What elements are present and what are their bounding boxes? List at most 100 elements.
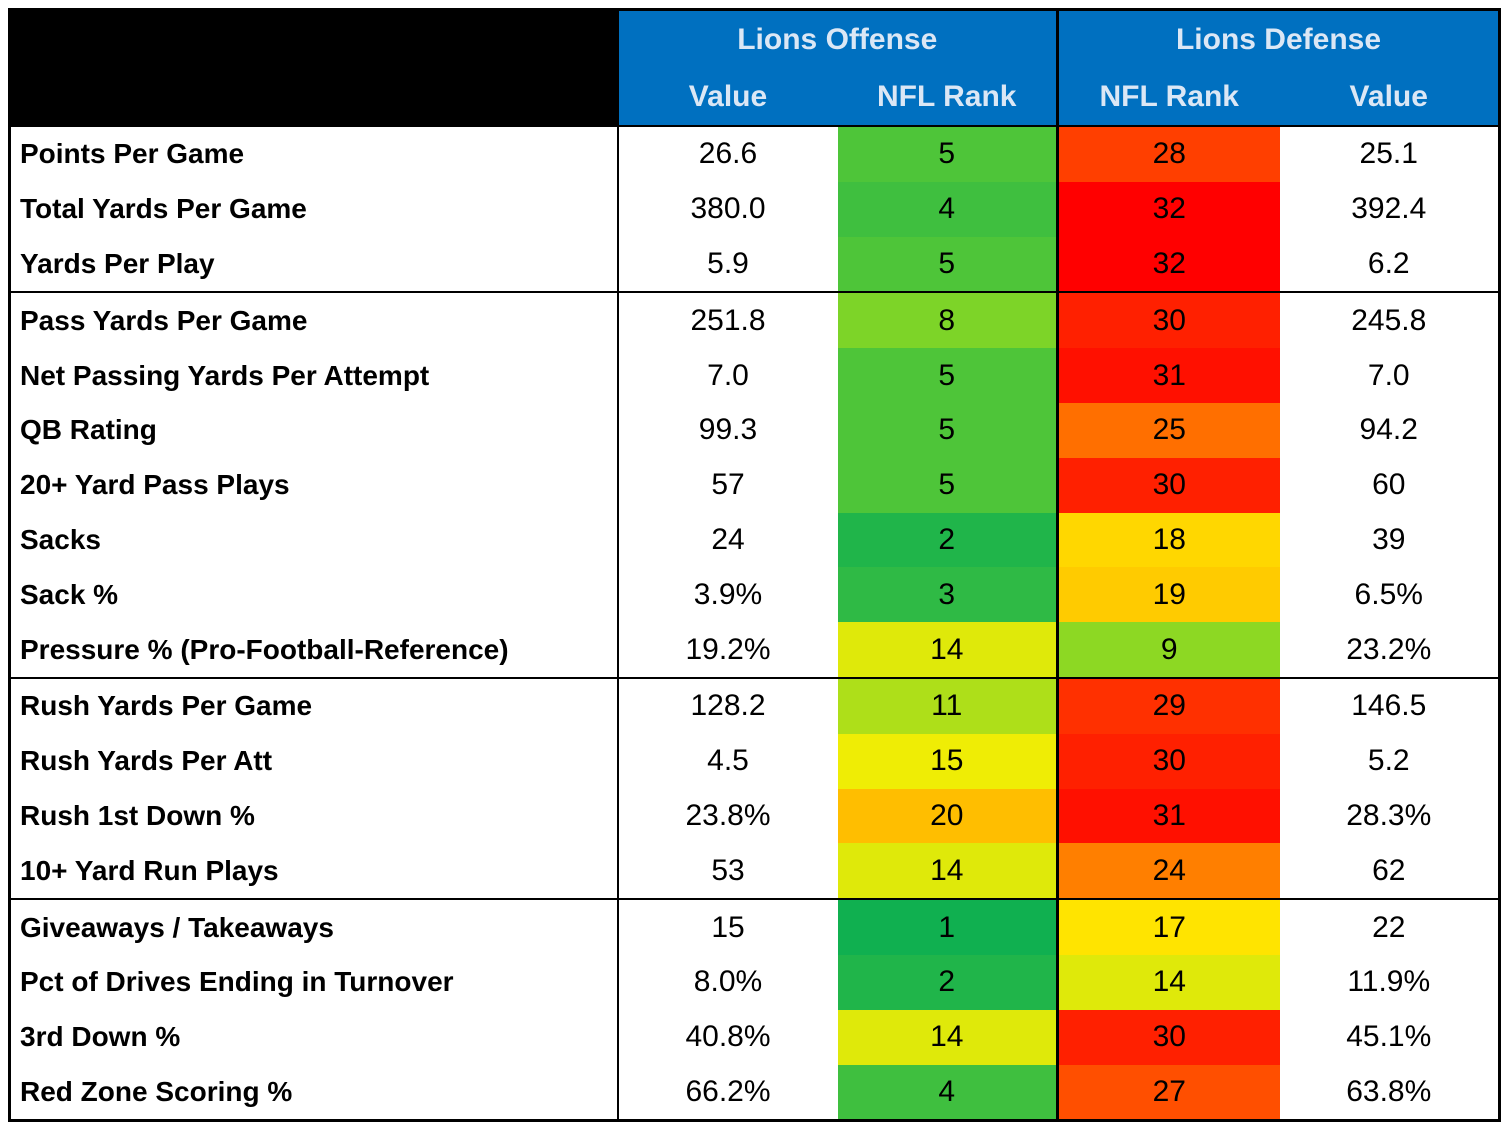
- value-cell: 26.6: [617, 125, 838, 182]
- value-cell: 19.2%: [685, 632, 771, 666]
- value-cell: 6.5%: [1354, 577, 1423, 611]
- row-label: Total Yards Per Game: [9, 181, 619, 237]
- value-cell: 39: [1372, 522, 1406, 556]
- data-row: Total Yards Per Game 380.0 4 32 392.4: [9, 181, 1500, 237]
- value-cell: 380.0: [690, 192, 766, 226]
- value-cell: 128.2: [617, 676, 838, 734]
- rank-cell: 32: [1057, 236, 1280, 293]
- value-cell: 5.9: [707, 246, 749, 280]
- rank-cell: 14: [837, 622, 1059, 678]
- value-cell: 62: [1372, 853, 1406, 887]
- data-row: Sack % 3.9% 3 19 6.5%: [9, 567, 1500, 623]
- rank-cell: 24: [1057, 843, 1280, 900]
- value-cell: 22: [1279, 898, 1500, 955]
- row-label: Sack %: [9, 567, 619, 623]
- rank-cell: 28: [1057, 125, 1280, 182]
- row-label: Rush 1st Down %: [9, 788, 619, 844]
- data-row: 10+ Yard Run Plays 53 14 24 62: [9, 843, 1500, 900]
- value-cell: 23.2%: [1346, 632, 1432, 666]
- header-corner: [9, 9, 619, 126]
- data-row: Pass Yards Per Game 251.8 8 30 245.8: [9, 291, 1500, 349]
- rank-cell: 17: [1057, 898, 1280, 955]
- data-row: Pressure % (Pro-Football-Reference) 19.2%…: [9, 622, 1500, 678]
- row-label: 10+ Yard Run Plays: [9, 843, 619, 900]
- row-label: Sacks: [9, 512, 619, 568]
- data-row: Sacks 24 2 18 39: [9, 512, 1500, 568]
- row-label: Giveaways / Takeaways: [9, 898, 619, 955]
- data-row: Rush 1st Down % 23.8% 20 31 28.3%: [9, 788, 1500, 844]
- rank-cell: 20: [837, 788, 1059, 844]
- rank-cell: 14: [837, 843, 1059, 900]
- rank-cell: 31: [1057, 788, 1280, 844]
- data-row: Points Per Game 26.6 5 28 25.1: [9, 125, 1500, 182]
- value-cell: 66.2%: [685, 1074, 771, 1108]
- rank-cell: 32: [1057, 181, 1280, 237]
- value-cell: 7.0: [707, 358, 749, 392]
- data-row: QB Rating 99.3 5 25 94.2: [9, 402, 1500, 458]
- value-cell: 25.1: [1279, 125, 1500, 182]
- data-row: Red Zone Scoring % 66.2% 4 27 63.8%: [9, 1064, 1500, 1121]
- value-cell: 15: [617, 898, 838, 955]
- row-label: Pct of Drives Ending in Turnover: [9, 954, 619, 1010]
- rank-cell: 15: [837, 733, 1059, 789]
- rank-cell: 5: [837, 402, 1059, 458]
- rank-cell: 30: [1057, 1009, 1280, 1065]
- row-label: Yards Per Play: [9, 236, 619, 293]
- value-cell: 7.0: [1367, 358, 1410, 392]
- row-label: Points Per Game: [9, 125, 619, 182]
- value-cell: 60: [1372, 468, 1406, 502]
- value-cell: 8.0%: [693, 965, 763, 999]
- value-cell: 245.8: [1279, 291, 1500, 349]
- rank-cell: 3: [837, 567, 1059, 623]
- rank-cell: 29: [1057, 676, 1280, 734]
- rank-cell: 1: [837, 898, 1059, 955]
- value-cell: 24: [711, 522, 745, 556]
- rank-cell: 30: [1057, 733, 1280, 789]
- value-cell: 4.5: [707, 744, 749, 778]
- value-cell: 11.9%: [1347, 965, 1431, 999]
- data-row: Pct of Drives Ending in Turnover 8.0% 2 14 1…: [9, 954, 1500, 1010]
- row-label: 3rd Down %: [9, 1009, 619, 1065]
- value-cell: 392.4: [1351, 192, 1427, 226]
- rank-cell: 14: [1057, 954, 1280, 1010]
- data-row: Rush Yards Per Att 4.5 15 30 5.2: [9, 733, 1500, 789]
- value-cell: 45.1%: [1346, 1020, 1432, 1054]
- row-label: Rush Yards Per Att: [9, 733, 619, 789]
- rank-cell: 4: [837, 1064, 1059, 1121]
- value-cell: 28.3%: [1346, 798, 1432, 832]
- value-cell: 23.8%: [685, 798, 771, 832]
- stats-table: Lions Offense Lions Defense Value NFL Ra…: [8, 8, 1501, 1122]
- value-cell: 99.3: [698, 413, 758, 447]
- value-cell: 251.8: [617, 291, 838, 349]
- rank-cell: 11: [837, 676, 1059, 734]
- value-cell: 5.2: [1367, 744, 1410, 778]
- column-header: NFL Rank: [1057, 68, 1280, 126]
- value-cell: 3.9%: [693, 577, 763, 611]
- rank-cell: 5: [837, 457, 1059, 513]
- value-cell: 63.8%: [1346, 1074, 1432, 1108]
- value-cell: 94.2: [1359, 413, 1418, 447]
- value-cell: 146.5: [1279, 676, 1500, 734]
- data-row: Yards Per Play 5.9 5 32 6.2: [9, 236, 1500, 293]
- column-header: Value: [617, 68, 838, 126]
- row-label: Net Passing Yards Per Attempt: [9, 348, 619, 403]
- rank-cell: 8: [837, 291, 1059, 349]
- rank-cell: 30: [1057, 457, 1280, 513]
- data-row: Net Passing Yards Per Attempt 7.0 5 31 7.0: [9, 348, 1500, 403]
- column-header: Value: [1279, 68, 1500, 126]
- value-cell: 53: [711, 853, 745, 887]
- rank-cell: 9: [1057, 622, 1280, 678]
- value-cell: 57: [711, 468, 745, 502]
- column-header: NFL Rank: [837, 68, 1059, 126]
- row-label: Pressure % (Pro-Football-Reference): [9, 622, 619, 678]
- data-row: Giveaways / Takeaways 15 1 17 22: [9, 898, 1500, 955]
- value-cell: 40.8%: [685, 1020, 771, 1054]
- header-row: Value NFL Rank NFL Rank Value: [10, 68, 1500, 126]
- table-body: Lions Offense Lions Defense Value NFL Ra…: [9, 9, 1500, 1121]
- group-header: Lions Defense: [1057, 9, 1500, 68]
- group-header: Lions Offense: [617, 9, 1059, 68]
- rank-cell: 2: [837, 954, 1059, 1010]
- data-row: 3rd Down % 40.8% 14 30 45.1%: [9, 1009, 1500, 1065]
- header-row: Lions Offense Lions Defense: [9, 9, 1500, 126]
